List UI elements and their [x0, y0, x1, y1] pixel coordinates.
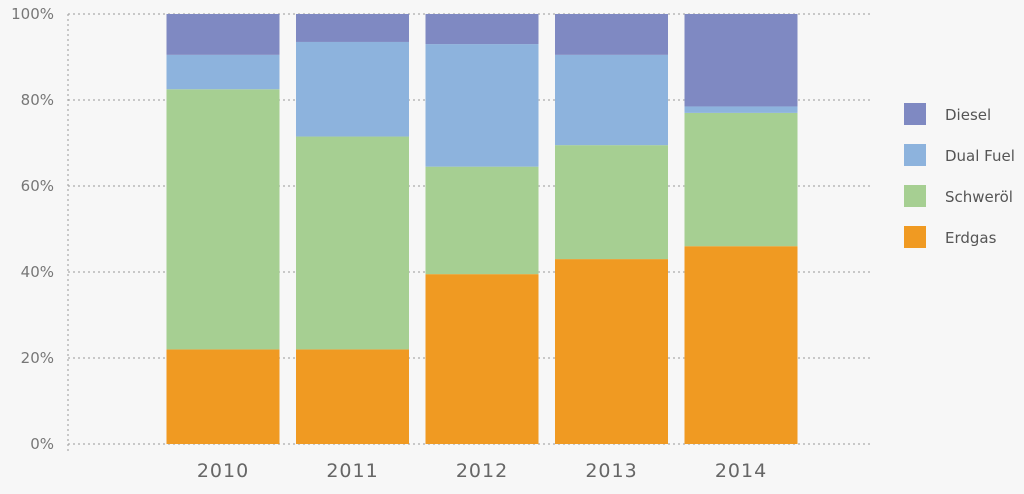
legend-swatch-diesel: [904, 103, 926, 125]
legend-label-erdgas: Erdgas: [945, 229, 997, 247]
x-tick-label: 2010: [197, 460, 249, 482]
x-tick-label: 2012: [456, 460, 508, 482]
bar-segment-erdgas-2013: [555, 259, 668, 444]
bar-segment-diesel-2014: [684, 14, 798, 107]
bar-segment-schwer-l-2011: [296, 136, 409, 350]
bar-segment-diesel-2010: [166, 14, 280, 55]
legend: Diesel Dual Fuel Schweröl Erdgas: [904, 103, 1015, 248]
y-tick-label: 80%: [21, 91, 54, 109]
bar-segment-diesel-2012: [425, 14, 539, 45]
bar-segment-diesel-2011: [296, 14, 409, 42]
bar-segment-erdgas-2011: [296, 349, 409, 444]
y-tick-label: 20%: [21, 349, 54, 367]
bar-segment-dual-fuel-2010: [166, 54, 280, 90]
bar-segment-dual-fuel-2014: [684, 106, 798, 113]
legend-label-diesel: Diesel: [945, 106, 991, 124]
bar-segment-schwer-l-2012: [425, 166, 539, 275]
bar-segment-dual-fuel-2011: [296, 41, 409, 137]
legend-label-schwer-l: Schweröl: [945, 188, 1013, 206]
y-tick-label: 0%: [30, 435, 54, 453]
y-tick-label: 40%: [21, 263, 54, 281]
bar-segment-erdgas-2014: [684, 246, 798, 444]
bar-segment-diesel-2013: [555, 14, 668, 55]
bar-stacks: [166, 14, 798, 444]
x-tick-label: 2011: [326, 460, 378, 482]
legend-swatch-schwer-l: [904, 185, 926, 207]
bar-segment-dual-fuel-2012: [425, 44, 539, 167]
bar-segment-erdgas-2010: [166, 349, 280, 444]
bar-segment-schwer-l-2014: [684, 112, 798, 247]
x-tick-label: 2013: [585, 460, 637, 482]
legend-swatch-dual-fuel: [904, 144, 926, 166]
legend-swatch-erdgas: [904, 226, 926, 248]
bar-segment-dual-fuel-2013: [555, 54, 668, 146]
y-tick-label: 60%: [21, 177, 54, 195]
axes: 0% 20% 40% 60% 80% 100% 2010 2011 2012 2013 2014: [11, 5, 767, 482]
bar-segment-schwer-l-2013: [555, 145, 668, 260]
legend-label-dual-fuel: Dual Fuel: [945, 147, 1015, 165]
bar-segment-erdgas-2012: [425, 274, 539, 444]
x-tick-label: 2014: [715, 460, 767, 482]
bar-segment-schwer-l-2010: [166, 89, 280, 350]
y-tick-label: 100%: [11, 5, 54, 23]
